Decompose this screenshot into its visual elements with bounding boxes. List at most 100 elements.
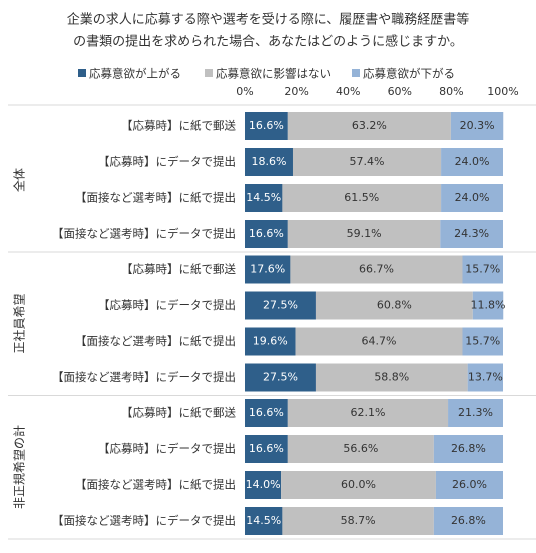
value-label: 14.5% <box>246 191 281 204</box>
bar-segment <box>315 363 468 392</box>
category-label: 【面接など選考時】にデータで提出 <box>52 370 236 384</box>
legend-swatch <box>78 69 86 77</box>
bar-segment <box>290 255 463 284</box>
bar-segment <box>315 291 473 320</box>
bar-segment <box>282 184 442 212</box>
value-label: 16.6% <box>249 406 284 419</box>
value-label: 13.7% <box>468 371 503 384</box>
bar-segment <box>245 399 288 427</box>
bar-segment <box>287 112 451 140</box>
legend-label: 応募意欲が上がる <box>89 67 181 81</box>
group-label: 非正規希望の計 <box>12 425 27 509</box>
value-label: 26.8% <box>451 442 486 455</box>
bar-segment <box>450 112 504 140</box>
bar-segment <box>472 291 504 320</box>
category-label: 【応募時】に紙で郵送 <box>121 119 236 133</box>
category-label: 【面接など選考時】にデータで提出 <box>52 227 236 241</box>
x-tick-label: 40% <box>336 85 360 98</box>
bar-segment <box>435 471 503 499</box>
value-label: 20.3% <box>460 119 495 132</box>
value-label: 26.8% <box>451 514 486 527</box>
value-label: 66.7% <box>359 263 394 276</box>
value-label: 60.8% <box>377 299 412 312</box>
value-label: 62.1% <box>350 406 385 419</box>
bar-segment <box>441 148 503 176</box>
bar-segment <box>245 327 296 356</box>
value-label: 15.7% <box>465 335 500 348</box>
value-label: 60.0% <box>341 478 376 491</box>
value-label: 58.7% <box>341 514 376 527</box>
group-label: 正社員希望 <box>12 293 27 353</box>
category-label: 【面接など選考時】に紙で提出 <box>75 191 236 205</box>
group-label: 全体 <box>12 168 27 192</box>
bar-segment <box>433 507 503 535</box>
bar-segment <box>440 220 503 248</box>
bar-segment <box>245 363 316 392</box>
value-label: 19.6% <box>253 335 288 348</box>
value-label: 16.6% <box>249 442 284 455</box>
category-label: 【面接など選考時】に紙で提出 <box>75 334 236 348</box>
value-label: 15.7% <box>465 263 500 276</box>
legend-label: 応募意欲に影響はない <box>216 67 331 81</box>
value-label: 17.6% <box>250 263 285 276</box>
category-label: 【応募時】に紙で郵送 <box>121 262 236 276</box>
x-tick-label: 0% <box>236 85 253 98</box>
value-label: 14.0% <box>246 478 281 491</box>
value-label: 27.5% <box>263 299 298 312</box>
x-tick-label: 80% <box>439 85 463 98</box>
value-label: 58.8% <box>374 371 409 384</box>
bar-segment <box>441 184 503 212</box>
bar-segment <box>282 507 434 535</box>
x-tick-label: 100% <box>487 85 518 98</box>
category-label: 【面接など選考時】に紙で提出 <box>75 478 236 492</box>
value-label: 16.6% <box>249 119 284 132</box>
value-label: 18.6% <box>252 155 287 168</box>
bar-segment <box>245 291 316 320</box>
value-label: 24.3% <box>454 227 489 240</box>
bar-segment <box>433 435 503 463</box>
value-label: 24.0% <box>455 155 490 168</box>
value-label: 57.4% <box>350 155 385 168</box>
bar-segment <box>245 507 283 535</box>
category-label: 【面接など選考時】にデータで提出 <box>52 514 236 528</box>
legend-swatch <box>352 69 360 77</box>
value-label: 27.5% <box>263 371 298 384</box>
bar-segment <box>292 148 442 176</box>
value-label: 64.7% <box>362 335 397 348</box>
value-label: 61.5% <box>344 191 379 204</box>
value-label: 26.0% <box>452 478 487 491</box>
bar-segment <box>245 148 293 176</box>
bar-segment <box>281 471 436 499</box>
bar-segment <box>245 435 288 463</box>
bar-segment <box>245 255 291 284</box>
x-tick-label: 60% <box>388 85 412 98</box>
chart-title: 企業の求人に応募する際や選考を受ける際に、履歴書や職務経歴書等 <box>67 12 470 28</box>
bar-segment <box>467 363 503 392</box>
value-label: 59.1% <box>347 227 382 240</box>
value-label: 24.0% <box>455 191 490 204</box>
bar-segment <box>462 255 503 284</box>
category-label: 【応募時】にデータで提出 <box>98 155 236 169</box>
value-label: 21.3% <box>458 406 493 419</box>
bar-segment <box>295 327 463 356</box>
bar-segment <box>287 220 441 248</box>
bar-segment <box>287 399 449 427</box>
bar-segment <box>245 184 283 212</box>
category-label: 【応募時】に紙で郵送 <box>121 406 236 420</box>
bar-segment <box>245 112 288 140</box>
value-label: 63.2% <box>352 119 387 132</box>
value-label: 11.8% <box>471 299 506 312</box>
bar-segment <box>245 471 282 499</box>
legend-swatch <box>205 69 213 77</box>
bar-segment <box>245 220 288 248</box>
bar-segment <box>448 399 503 427</box>
bar-segment <box>287 435 434 463</box>
category-label: 【応募時】にデータで提出 <box>98 442 236 456</box>
category-label: 【応募時】にデータで提出 <box>98 298 236 312</box>
bar-segment <box>462 327 503 356</box>
chart-title: の書類の提出を求められた場合、あなたはどのように感じますか。 <box>73 34 463 50</box>
value-label: 14.5% <box>246 514 281 527</box>
x-tick-label: 20% <box>284 85 308 98</box>
legend-label: 応募意欲が下がる <box>363 67 455 81</box>
